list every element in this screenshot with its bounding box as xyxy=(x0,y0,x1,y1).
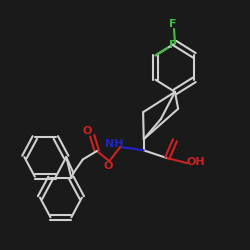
Text: NH: NH xyxy=(105,138,123,148)
Text: O: O xyxy=(83,126,92,136)
Text: O: O xyxy=(104,161,113,171)
Text: F: F xyxy=(169,40,176,50)
Text: OH: OH xyxy=(187,157,206,167)
Text: F: F xyxy=(169,19,176,29)
